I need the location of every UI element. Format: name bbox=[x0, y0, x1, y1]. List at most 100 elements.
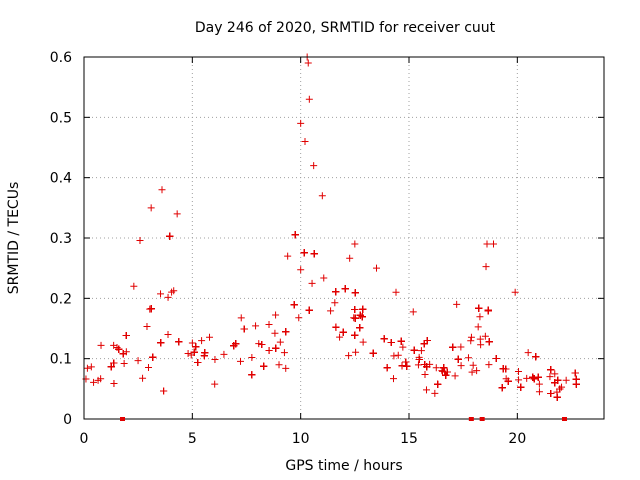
data-point bbox=[449, 343, 457, 351]
data-point bbox=[276, 338, 284, 346]
data-point bbox=[351, 240, 359, 248]
data-point bbox=[110, 341, 118, 349]
data-point bbox=[397, 337, 405, 345]
data-point bbox=[157, 290, 165, 298]
data-point bbox=[546, 373, 554, 381]
data-point bbox=[571, 369, 579, 377]
data-point bbox=[237, 314, 245, 322]
data-point bbox=[310, 250, 318, 258]
data-point bbox=[414, 361, 422, 369]
data-point bbox=[346, 254, 354, 262]
data-point bbox=[356, 324, 364, 332]
data-point bbox=[474, 323, 482, 331]
data-point bbox=[351, 305, 359, 313]
data-point bbox=[139, 374, 147, 382]
data-point bbox=[432, 364, 440, 372]
data-point bbox=[369, 349, 377, 357]
data-point bbox=[90, 378, 98, 386]
data-point bbox=[399, 343, 407, 351]
data-point bbox=[331, 299, 339, 307]
data-point bbox=[310, 162, 318, 170]
data-point bbox=[282, 364, 290, 372]
data-point bbox=[87, 363, 95, 371]
data-point bbox=[423, 336, 431, 344]
data-point bbox=[467, 337, 475, 345]
data-point bbox=[271, 329, 279, 337]
data-point bbox=[415, 355, 423, 363]
data-point bbox=[394, 351, 402, 359]
data-point bbox=[158, 186, 166, 194]
y-tick-label: 0.6 bbox=[50, 50, 72, 66]
data-point bbox=[308, 279, 316, 287]
gap-marker bbox=[468, 417, 474, 421]
data-point bbox=[252, 322, 260, 330]
data-point bbox=[300, 249, 308, 257]
data-point bbox=[255, 340, 263, 348]
data-point bbox=[211, 355, 219, 363]
data-point bbox=[291, 231, 299, 239]
data-point bbox=[547, 390, 555, 398]
data-point bbox=[230, 342, 238, 350]
y-tick-label: 0.5 bbox=[50, 110, 72, 126]
data-point bbox=[304, 59, 312, 67]
data-point bbox=[422, 386, 430, 394]
y-tick-label: 0 bbox=[63, 412, 72, 428]
data-point bbox=[359, 305, 367, 313]
data-point bbox=[551, 370, 559, 378]
gap-markers bbox=[120, 417, 567, 421]
data-point bbox=[442, 371, 450, 379]
data-point bbox=[305, 306, 313, 314]
data-point bbox=[523, 374, 531, 382]
data-point bbox=[517, 383, 525, 391]
data-point bbox=[529, 373, 537, 381]
data-point bbox=[443, 368, 451, 376]
data-point bbox=[164, 293, 172, 301]
data-point bbox=[356, 311, 364, 319]
data-point bbox=[332, 323, 340, 331]
data-point bbox=[389, 375, 397, 383]
data-point bbox=[110, 380, 118, 388]
data-point bbox=[504, 377, 512, 385]
data-point bbox=[351, 314, 359, 322]
data-point bbox=[398, 362, 406, 370]
data-point bbox=[122, 331, 130, 339]
data-point bbox=[485, 338, 493, 346]
data-point bbox=[387, 338, 395, 346]
y-tick-label: 0.4 bbox=[50, 171, 72, 187]
data-point bbox=[476, 335, 484, 343]
x-tick-label: 15 bbox=[400, 431, 418, 447]
data-point bbox=[402, 358, 410, 366]
y-tick-label: 0.1 bbox=[50, 352, 72, 368]
data-point bbox=[547, 366, 555, 374]
data-point bbox=[295, 314, 303, 322]
data-point bbox=[468, 368, 476, 376]
data-point bbox=[464, 354, 472, 362]
data-point bbox=[454, 355, 462, 363]
data-point bbox=[327, 307, 335, 315]
data-point bbox=[275, 361, 283, 369]
data-point bbox=[260, 362, 268, 370]
data-point bbox=[220, 350, 228, 358]
data-point bbox=[453, 300, 461, 308]
data-point bbox=[149, 353, 157, 361]
data-point bbox=[514, 368, 522, 376]
data-point bbox=[184, 349, 192, 357]
data-point bbox=[206, 333, 214, 341]
data-point bbox=[341, 285, 349, 293]
data-point bbox=[332, 288, 340, 296]
data-point bbox=[431, 389, 439, 397]
data-point bbox=[173, 210, 181, 218]
data-point bbox=[240, 325, 248, 333]
data-point bbox=[467, 333, 475, 341]
data-point bbox=[265, 346, 273, 354]
data-point bbox=[146, 305, 154, 313]
data-point bbox=[438, 367, 446, 375]
data-point bbox=[147, 305, 155, 313]
data-point bbox=[194, 359, 202, 367]
data-point bbox=[110, 359, 118, 367]
gap-marker bbox=[562, 417, 567, 421]
x-tick-label: 10 bbox=[292, 431, 310, 447]
data-point bbox=[318, 192, 326, 200]
data-point bbox=[492, 355, 500, 363]
